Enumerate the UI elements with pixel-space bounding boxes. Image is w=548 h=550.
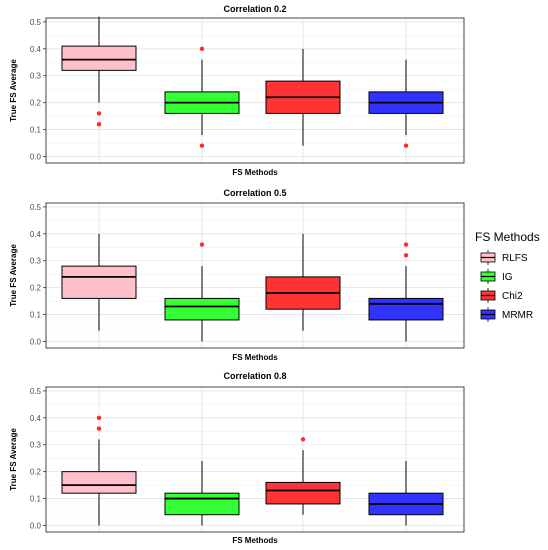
box-rlfs: [61, 415, 137, 526]
outlier-point: [96, 121, 102, 127]
y-tick-label: 0.2: [30, 99, 42, 108]
box-body: [164, 492, 240, 516]
box-chi2: [265, 437, 341, 515]
plot-border: [45, 17, 465, 164]
plot-background: [46, 18, 464, 163]
box-mrmr: [368, 242, 444, 342]
y-axis-label: True FS Average: [9, 244, 18, 307]
y-tick-label: 0.1: [30, 495, 42, 504]
box-body: [61, 265, 137, 299]
legend-title: FS Methods: [475, 230, 540, 244]
box-mrmr: [368, 59, 444, 148]
y-tick-label: 0.5: [30, 18, 42, 27]
legend-label: MRMR: [502, 310, 533, 321]
box-body: [265, 481, 341, 505]
y-tick-label: 0.1: [30, 311, 42, 320]
y-tick-label: 0.1: [30, 126, 42, 135]
outlier-point: [199, 242, 205, 247]
panel-2: Correlation 0.5 0.0 0.1 0.2 0.3 0.4 0.5 FS Meth…: [9, 188, 465, 362]
y-tick-label: 0.0: [30, 337, 42, 346]
box-body: [368, 297, 444, 321]
legend-item-rlfs: RLFS: [480, 250, 528, 265]
outlier-point: [403, 143, 409, 148]
box-rlfs: [61, 16, 137, 127]
y-tick-label: 0.0: [30, 152, 42, 161]
outlier-point: [300, 437, 306, 442]
panel-title: Correlation 0.5: [223, 188, 286, 198]
box-ig: [164, 242, 240, 342]
y-tick-label: 0.5: [30, 387, 42, 396]
y-axis-label: True FS Average: [9, 428, 18, 491]
panel-title: Correlation 0.8: [223, 371, 286, 381]
y-tick-label: 0.2: [30, 284, 42, 293]
panel-3: Correlation 0.8 0.0 0.1 0.2 0.3 0.4 0.5 FS Meth…: [9, 371, 465, 545]
x-axis-label: FS Methods: [232, 168, 278, 177]
box-mrmr: [368, 460, 444, 526]
outlier-point: [403, 253, 409, 258]
plot-border: [45, 202, 465, 349]
y-tick-label: 0.5: [30, 203, 42, 212]
y-tick-label: 0.3: [30, 257, 42, 266]
outlier-point: [96, 111, 102, 116]
outlier-point: [96, 426, 102, 431]
box-ig: [164, 46, 240, 148]
outlier-point: [96, 415, 102, 421]
panel-1: Correlation 0.2 0.0 0.1 0.2 0.3 0.4 0.5 FS Meth…: [9, 4, 465, 177]
box-body: [164, 297, 240, 321]
y-tick-label: 0.3: [30, 72, 42, 81]
x-axis-label: FS Methods: [232, 353, 278, 362]
box-body: [61, 45, 137, 71]
y-tick-label: 0.3: [30, 441, 42, 450]
y-tick-label: 0.0: [30, 521, 42, 530]
plot-border: [45, 386, 465, 533]
legend-label: Chi2: [502, 291, 523, 302]
box-chi2: [265, 48, 341, 146]
x-axis-label: FS Methods: [232, 536, 278, 545]
outlier-point: [199, 143, 205, 148]
box-ig: [164, 460, 240, 526]
box-body: [61, 471, 137, 494]
y-tick-label: 0.4: [30, 45, 42, 54]
legend-item-ig: IG: [480, 269, 513, 284]
box-chi2: [265, 233, 341, 331]
box-rlfs: [61, 233, 137, 331]
outlier-point: [199, 46, 205, 52]
y-axis-label: True FS Average: [9, 59, 18, 122]
legend-label: IG: [502, 272, 513, 283]
y-tick-label: 0.4: [30, 414, 42, 423]
y-tick-label: 0.4: [30, 230, 42, 239]
outlier-point: [403, 242, 409, 247]
legend: FS Methods RLFS IG Chi2 MRMR: [475, 230, 540, 322]
y-tick-label: 0.2: [30, 468, 42, 477]
legend-label: RLFS: [502, 253, 528, 264]
legend-item-chi2: Chi2: [480, 288, 523, 303]
panel-title: Correlation 0.2: [223, 4, 286, 14]
legend-item-mrmr: MRMR: [480, 307, 533, 322]
